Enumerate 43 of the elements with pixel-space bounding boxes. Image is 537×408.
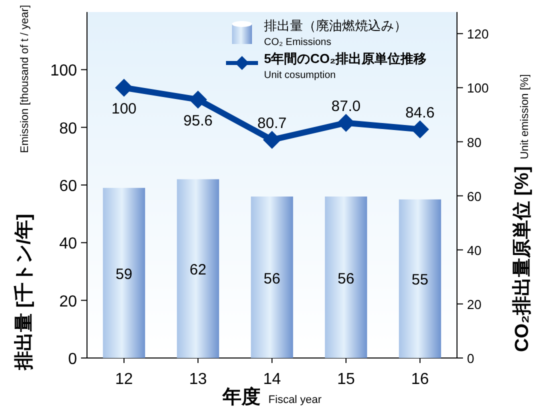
text: 排出量 [千トン/年] Emission [thousand of t / year] bbox=[14, 5, 35, 370]
bar bbox=[324, 196, 368, 358]
point bbox=[337, 114, 355, 132]
x-tick-label: 14 bbox=[263, 371, 281, 388]
data-label: 56 bbox=[338, 270, 354, 288]
y2-axis-title: CO₂排出量原単位 [%] Unit emission [%] bbox=[511, 74, 533, 352]
y2-tick-label: 120 bbox=[467, 26, 489, 42]
x-axis-title: 年度 Fiscal year bbox=[221, 386, 322, 408]
data-label: 84.6 bbox=[405, 104, 435, 122]
y2-tick-label: 80 bbox=[467, 134, 482, 150]
bar bbox=[176, 179, 220, 358]
y-tick-label: 20 bbox=[59, 293, 78, 310]
bar bbox=[250, 196, 294, 358]
x-tick-label: 15 bbox=[337, 371, 355, 388]
y-tick-label: 0 bbox=[68, 351, 78, 368]
y2-tick-label: 0 bbox=[467, 351, 474, 366]
y-tick-label: 80 bbox=[59, 120, 78, 138]
data-label: 95.6 bbox=[183, 112, 213, 130]
bar bbox=[102, 188, 146, 358]
y2-tick-label: 100 bbox=[467, 80, 489, 96]
data-label: 56 bbox=[264, 270, 280, 288]
y-tick-label: 60 bbox=[59, 178, 78, 195]
y2-tick-label: 20 bbox=[467, 296, 482, 312]
data-label: 87.0 bbox=[331, 98, 361, 115]
point bbox=[263, 130, 281, 149]
data-label: 59 bbox=[116, 266, 132, 283]
y2-tick-label: 60 bbox=[467, 188, 482, 204]
data-label: 100 bbox=[111, 100, 137, 118]
legend-label: 5年間のCO₂排出原単位推移 Unit cosumption bbox=[264, 51, 427, 81]
bar bbox=[398, 199, 442, 358]
y-tick-label: 100 bbox=[50, 62, 78, 80]
data-label: 62 bbox=[190, 262, 206, 279]
x-tick-label: 13 bbox=[189, 371, 207, 388]
point bbox=[189, 90, 207, 109]
y-tick-label: 40 bbox=[59, 236, 78, 253]
point bbox=[411, 120, 429, 138]
x-tick-label: 12 bbox=[115, 371, 133, 388]
y2-tick-label: 40 bbox=[467, 242, 482, 258]
point bbox=[115, 78, 133, 97]
x-tick-label: 16 bbox=[411, 371, 429, 388]
data-label: 55 bbox=[412, 272, 428, 289]
legend-label: 排出量（廃油燃焼込み） CO₂ Emissions bbox=[264, 18, 407, 48]
data-label: 80.7 bbox=[257, 114, 287, 132]
